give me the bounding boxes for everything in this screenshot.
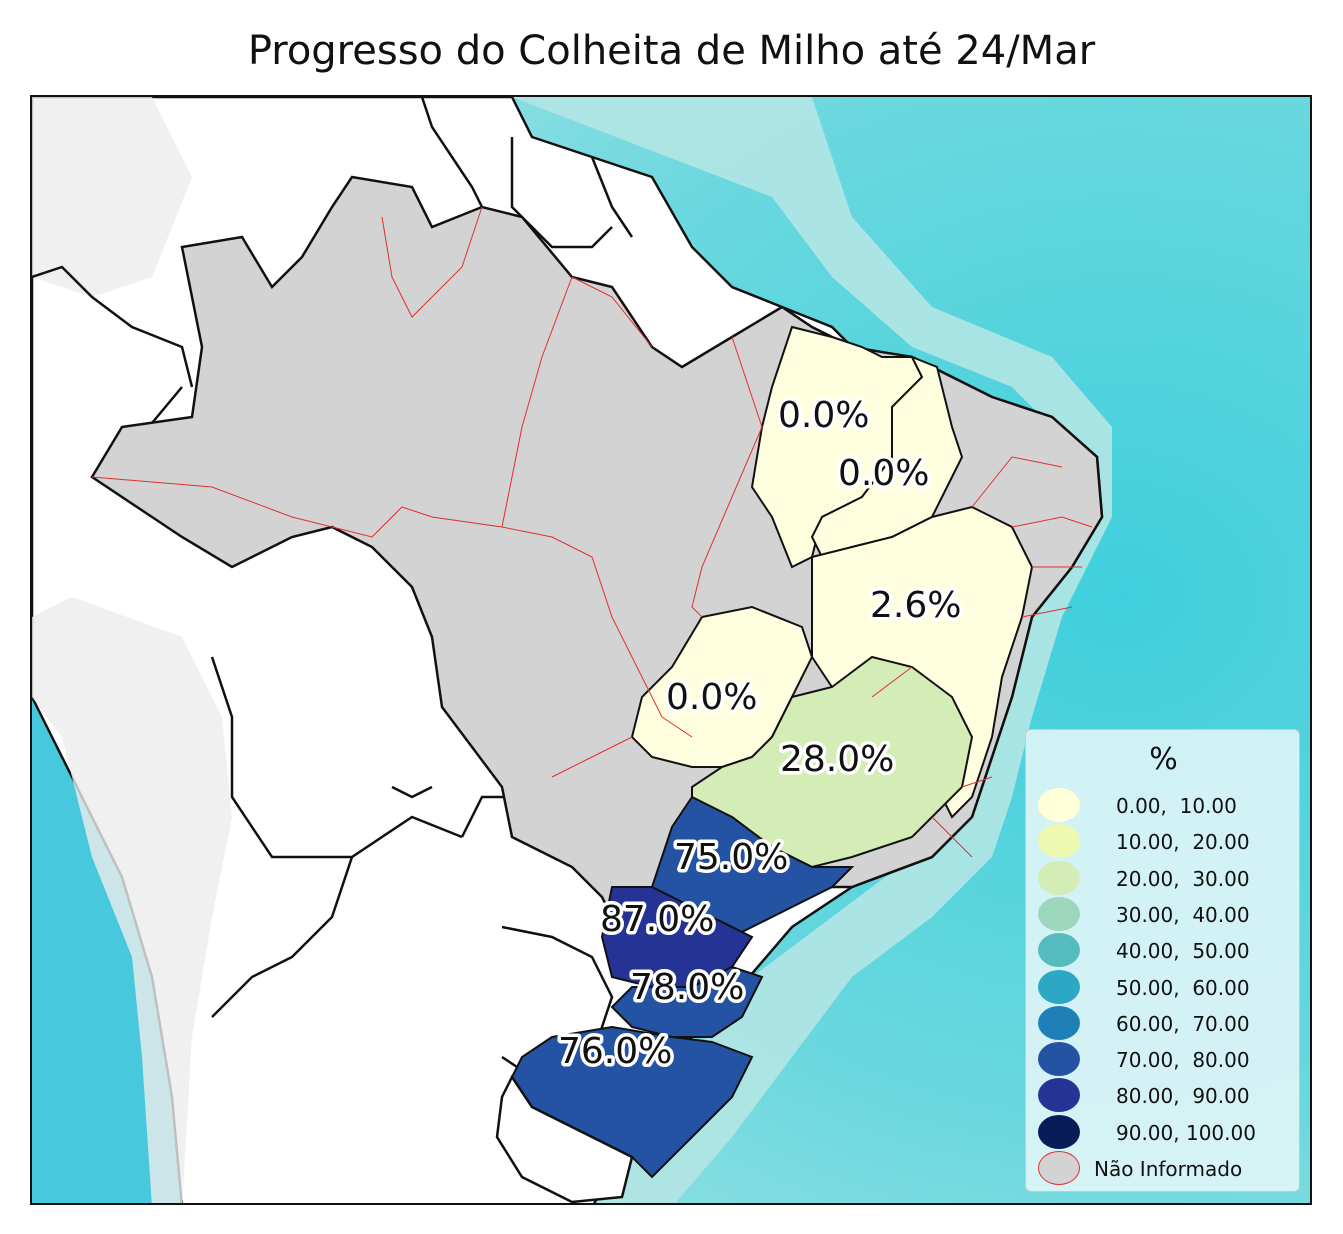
legend-swatch (1038, 933, 1080, 968)
legend-swatch (1038, 1078, 1080, 1113)
legend-swatch (1038, 1114, 1080, 1149)
state-go-label: 0.0% (666, 677, 757, 718)
state-sp-label: 75.0% (674, 837, 788, 878)
andes-relief (32, 97, 232, 1203)
legend-swatch (1038, 860, 1080, 895)
legend-item: Não Informado (1038, 1151, 1298, 1187)
legend-label: 80.00, 90.00 (1116, 1084, 1250, 1109)
legend-swatch (1038, 896, 1080, 931)
legend: % 0.00, 10.00 10.00, 20.00 20.00, 30.00 30.… (1025, 729, 1300, 1192)
state-pi-label: 0.0% (838, 453, 929, 494)
legend-item: 70.00, 80.00 (1038, 1042, 1298, 1078)
legend-title: % (1149, 742, 1178, 777)
legend-label: 50.00, 60.00 (1116, 975, 1250, 1000)
legend-swatch (1038, 1005, 1080, 1040)
legend-item: 60.00, 70.00 (1038, 1005, 1298, 1042)
uruguay (495, 1074, 634, 1203)
legend-label: 30.00, 40.00 (1116, 902, 1250, 927)
legend-label: Não Informado (1094, 1157, 1243, 1181)
legend-item: 0.00, 10.00 (1038, 788, 1298, 824)
legend-item: 80.00, 90.00 (1038, 1078, 1298, 1114)
state-ba-label: 2.6% (870, 585, 961, 626)
state-mg-label: 28.0% (780, 739, 894, 780)
state-sc-label: 78.0% (630, 967, 744, 1008)
legend-item: 20.00, 30.00 (1038, 860, 1298, 897)
state-borders (91, 206, 1093, 858)
continental-shelf (512, 97, 1112, 1203)
legend-swatch (1038, 969, 1080, 1004)
legend-swatch (1038, 1042, 1080, 1077)
legend-swatch (1038, 824, 1080, 859)
legend-item: 30.00, 40.00 (1038, 896, 1298, 933)
legend-label: 10.00, 20.00 (1116, 830, 1250, 855)
legend-swatch (1038, 788, 1080, 822)
state-pr-label: 87.0% (600, 899, 714, 940)
legend-label: 90.00, 100.00 (1116, 1120, 1256, 1145)
legend-label: 40.00, 50.00 (1116, 939, 1250, 964)
legend-label: 60.00, 70.00 (1116, 1011, 1250, 1036)
map-title: Progresso do Colheita de Milho até 24/Ma… (247, 28, 1096, 74)
state-ma-label: 0.0% (778, 395, 869, 436)
legend-item: 90.00, 100.00 (1038, 1114, 1298, 1151)
legend-label: 70.00, 80.00 (1116, 1048, 1250, 1073)
legend-item: 10.00, 20.00 (1038, 824, 1298, 860)
legend-item: 50.00, 60.00 (1038, 969, 1298, 1006)
legend-swatch (1038, 1151, 1080, 1185)
legend-item: 40.00, 50.00 (1038, 933, 1298, 969)
state-rs-label: 76.0% (558, 1031, 672, 1072)
state-sc (610, 965, 764, 1038)
legend-label: 20.00, 30.00 (1116, 866, 1250, 891)
country-borders (32, 97, 634, 1079)
legend-label: 0.00, 10.00 (1116, 794, 1237, 818)
